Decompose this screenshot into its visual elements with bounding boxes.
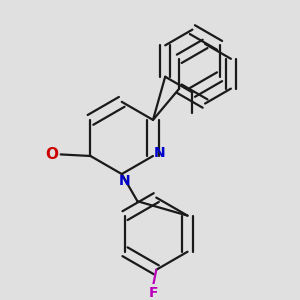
Text: F: F <box>148 286 158 300</box>
Text: N: N <box>118 174 130 188</box>
Text: N: N <box>154 146 166 161</box>
Text: O: O <box>45 147 58 162</box>
